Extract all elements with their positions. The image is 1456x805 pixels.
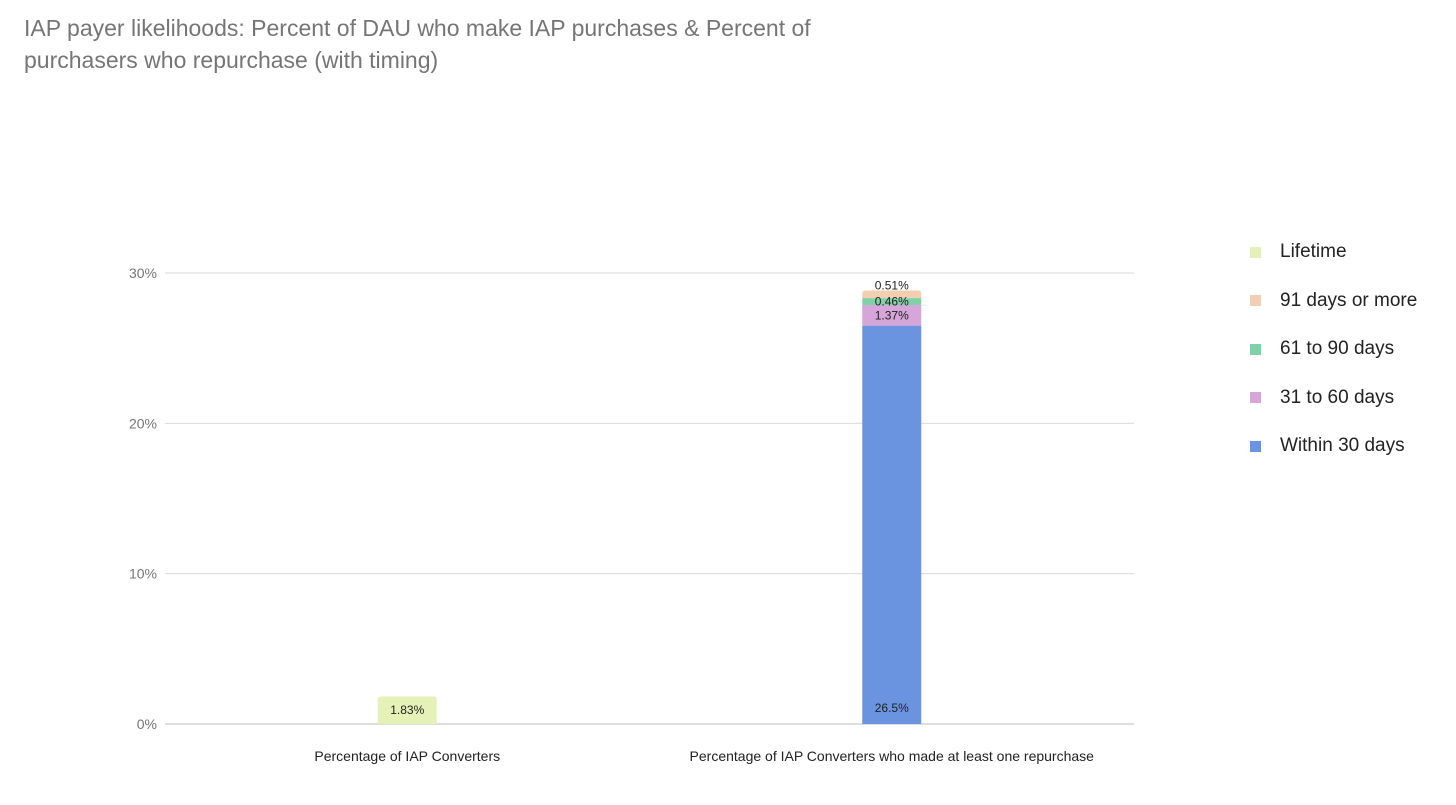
bar-segment	[862, 298, 922, 306]
legend-swatch	[1250, 343, 1261, 355]
legend-item: 91 days or more	[1250, 277, 1417, 326]
legend-label: 91 days or more	[1280, 289, 1418, 311]
legend-item: Within 30 days	[1250, 422, 1417, 471]
legend-swatch	[1250, 295, 1261, 307]
legend-item: 31 to 60 days	[1250, 374, 1417, 423]
data-label: 0.51%	[875, 278, 909, 292]
legend-swatch	[1250, 246, 1261, 258]
bar-segment	[862, 325, 922, 724]
gridlines	[165, 272, 1134, 725]
legend-swatch	[1250, 392, 1261, 404]
data-labels: 1.83% 26.5% 1.37%0.46% 0.51%	[390, 278, 909, 717]
chart-title-line-1: IAP payer likelihoods: Percent of DAU wh…	[24, 15, 811, 41]
legend-item: 61 to 90 days	[1250, 325, 1417, 374]
y-tick-label: 10%	[129, 566, 157, 582]
chart-title: IAP payer likelihoods: Percent of DAU wh…	[24, 12, 844, 76]
data-label: 1.37%	[875, 308, 909, 322]
data-label: 26.5%	[875, 701, 909, 715]
y-tick-label: 20%	[129, 415, 157, 431]
bars	[377, 290, 922, 724]
bar-segment	[862, 305, 922, 326]
legend: Lifetime 91 days or more 61 to 90 days 31 t…	[1250, 228, 1417, 471]
x-axis-category-labels: Percentage of IAP Converters Percentage o…	[314, 748, 1094, 764]
bar-segment	[862, 290, 922, 299]
x-category-label: Percentage of IAP Converters	[314, 748, 500, 764]
data-label: 0.46%	[875, 295, 909, 309]
legend-label: Within 30 days	[1280, 435, 1405, 457]
bar-segment	[377, 696, 437, 724]
legend-label: Lifetime	[1280, 241, 1347, 263]
y-tick-label: 0%	[137, 716, 157, 732]
x-category-label: Percentage of IAP Converters who made at…	[690, 748, 1095, 764]
legend-label: 61 to 90 days	[1280, 338, 1395, 360]
legend-swatch	[1250, 440, 1261, 452]
legend-label: 31 to 60 days	[1280, 386, 1395, 408]
chart-title-line-2: purchasers who repurchase (with timing)	[24, 47, 439, 73]
y-axis-tick-labels: 0% 10% 20% 30%	[129, 265, 157, 732]
data-label: 1.83%	[390, 703, 424, 717]
y-tick-label: 30%	[129, 265, 157, 281]
legend-item: Lifetime	[1250, 228, 1417, 277]
